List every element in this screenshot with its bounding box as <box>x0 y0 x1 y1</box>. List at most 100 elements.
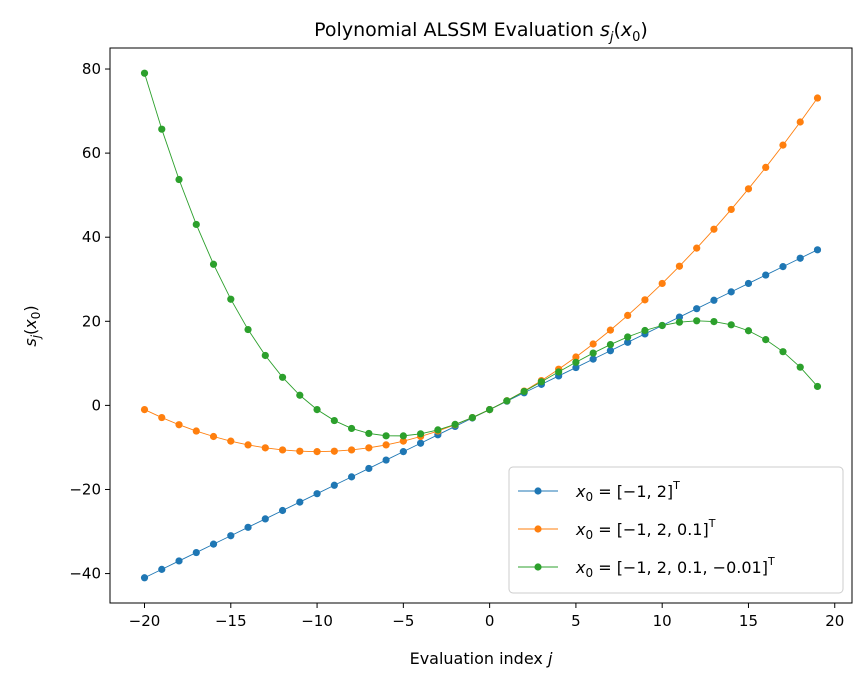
series-1-point <box>175 557 183 565</box>
series-1-point <box>624 338 632 346</box>
series-2-point <box>365 444 373 452</box>
series-2-point <box>278 446 287 454</box>
series-3-point <box>624 333 632 341</box>
series-3-point <box>486 405 494 414</box>
series-2-point <box>330 447 338 455</box>
chart-title: Polynomial ALSSM Evaluation sj(x0) <box>314 19 648 45</box>
series-1-point <box>675 313 684 321</box>
legend-marker-series-3 <box>534 563 542 571</box>
series-1-point <box>417 439 425 447</box>
series-3-point <box>434 426 442 434</box>
x-tick-label: −10 <box>301 612 333 630</box>
series-3-point <box>658 321 666 330</box>
series-1-point <box>296 498 304 506</box>
series-1-point <box>744 279 753 288</box>
x-tick-label: 5 <box>571 612 581 630</box>
legend-label-series-2: x0 = [−1, 2, 0.1]T <box>575 517 716 542</box>
series-1-point <box>192 548 200 557</box>
series-2-point <box>641 296 649 304</box>
series-2-line <box>144 97 818 453</box>
series-3-point <box>278 373 287 381</box>
legend-box <box>508 466 844 594</box>
series-3-point <box>744 327 753 335</box>
series-3-point <box>727 321 735 329</box>
series-3 <box>140 69 822 440</box>
series-1-point <box>589 355 597 363</box>
series-2-point <box>572 353 580 361</box>
x-tick-label: 15 <box>739 612 758 630</box>
series-1-point <box>140 574 149 582</box>
series-2-point <box>244 441 252 449</box>
legend-marker-series-2 <box>534 525 542 533</box>
series-2-point <box>192 427 200 435</box>
x-tick-label: 10 <box>653 612 672 630</box>
series-3-point <box>158 125 166 133</box>
series-3-point <box>399 432 407 440</box>
series-2-point <box>399 437 407 445</box>
legend-marker-series-1 <box>534 487 542 495</box>
x-tick-label: 0 <box>485 612 495 630</box>
legend-item-series-1: x0 = [−1, 2]T <box>518 479 680 504</box>
series-3-point <box>503 397 511 405</box>
legend-label-series-3: x0 = [−1, 2, 0.1, −0.01]T <box>575 555 775 580</box>
legend-item-series-2: x0 = [−1, 2, 0.1]T <box>518 517 716 542</box>
x-axis-label: Evaluation index j <box>410 649 553 668</box>
y-tick-label: 0 <box>91 396 101 414</box>
series-3-point <box>606 340 615 349</box>
series-1-point <box>244 523 252 531</box>
series-2-point <box>710 225 718 233</box>
series-3-point <box>468 413 476 422</box>
series-1-point <box>330 481 338 489</box>
series-2-point <box>727 205 735 214</box>
series-3-point <box>296 391 304 399</box>
series-3-point <box>762 336 770 344</box>
series-1-point <box>693 305 701 313</box>
series-1-point <box>382 456 390 464</box>
y-tick-label: −20 <box>69 480 101 498</box>
series-1-point <box>347 473 356 481</box>
legend-label-series-1: x0 = [−1, 2]T <box>575 479 680 504</box>
series-1-point <box>278 506 287 515</box>
series-3-point <box>520 387 528 396</box>
x-tick-label: −20 <box>129 612 161 630</box>
series-3-line <box>144 73 818 437</box>
y-axis-ticks: −40 −20 0 20 40 60 80 <box>69 60 110 583</box>
series-3-point <box>313 405 321 414</box>
series-3-point <box>451 420 459 428</box>
series-2-point <box>658 279 666 288</box>
series-2-point <box>589 340 597 348</box>
series-2-point <box>744 185 753 193</box>
series-1-point <box>762 271 770 279</box>
y-tick-label: 40 <box>82 228 101 246</box>
series-3-point <box>140 69 149 77</box>
series-1-point <box>606 347 615 355</box>
y-tick-label: 80 <box>82 60 101 78</box>
series-1-point <box>779 263 787 271</box>
x-tick-label: −15 <box>215 612 247 630</box>
series-2-point <box>227 437 235 445</box>
series-3-point <box>813 382 822 391</box>
series-1-point <box>727 288 735 296</box>
series-2-point <box>347 446 356 454</box>
y-tick-label: 60 <box>82 144 101 162</box>
series-layer <box>140 69 822 582</box>
series-1-point <box>209 540 218 548</box>
series-2-point <box>606 326 615 334</box>
y-tick-label: −40 <box>69 565 101 583</box>
y-axis-label: sj(x0) <box>21 305 43 346</box>
series-1-point <box>261 515 269 523</box>
series-1-point <box>572 363 580 372</box>
series-2-point <box>175 421 183 429</box>
series-3-point <box>382 432 390 440</box>
series-2-point <box>313 448 321 456</box>
series-3-point <box>555 368 563 376</box>
series-3-point <box>641 326 649 335</box>
series-2-point <box>762 163 770 172</box>
series-3-point <box>175 175 183 184</box>
series-2-point <box>779 141 787 149</box>
series-3-point <box>330 416 338 425</box>
legend: x0 = [−1, 2]T x0 = [−1, 2, 0.1]T x0 = [−… <box>508 466 844 594</box>
series-2-point <box>296 447 304 455</box>
series-1-point <box>227 532 235 540</box>
